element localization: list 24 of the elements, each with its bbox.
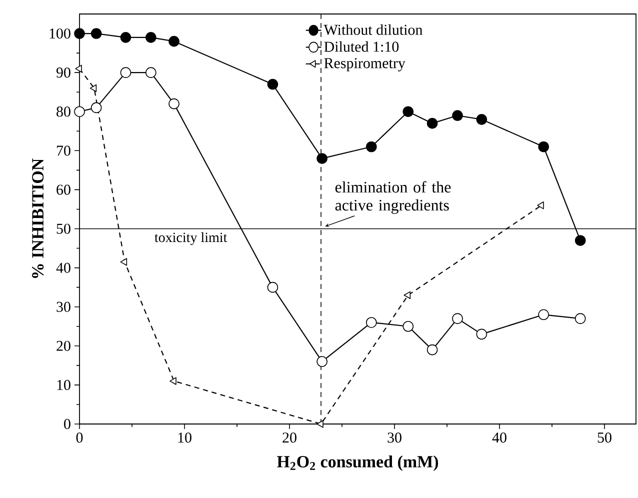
legend-label: Respirometry (324, 58, 406, 72)
y-axis-title: % INHIBITION (32, 158, 44, 278)
x-tick-label: 0 (76, 432, 83, 443)
y-tick-label: 40 (56, 262, 70, 273)
ref-line-label: toxicity limit (154, 232, 228, 246)
annotation: elimination of the active ingredients (335, 181, 451, 214)
y-tick-label: 50 (56, 224, 70, 234)
x-tick-label: 40 (492, 432, 506, 443)
y-tick-label: 80 (56, 106, 70, 117)
legend-label: Diluted 1:10 (324, 41, 399, 52)
y-tick-label: 90 (56, 68, 70, 78)
x-tick-label: 10 (178, 432, 192, 443)
y-tick-label: 60 (56, 184, 70, 195)
legend-label: Without dilution (324, 24, 423, 35)
x-tick-label: 30 (388, 432, 402, 443)
x-axis-title: H$_{2}$O$_{2}$ consumed (mM) (276, 456, 438, 471)
y-tick-label: 30 (56, 302, 70, 312)
x-tick-label: 50 (598, 432, 612, 443)
y-tick-label: 20 (56, 340, 70, 351)
y-tick-label: 0 (64, 418, 70, 430)
y-tick-label: 70 (56, 146, 70, 156)
y-tick-label: 10 (57, 380, 70, 390)
y-tick-label: 100 (50, 28, 70, 39)
x-tick-label: 20 (282, 432, 296, 443)
